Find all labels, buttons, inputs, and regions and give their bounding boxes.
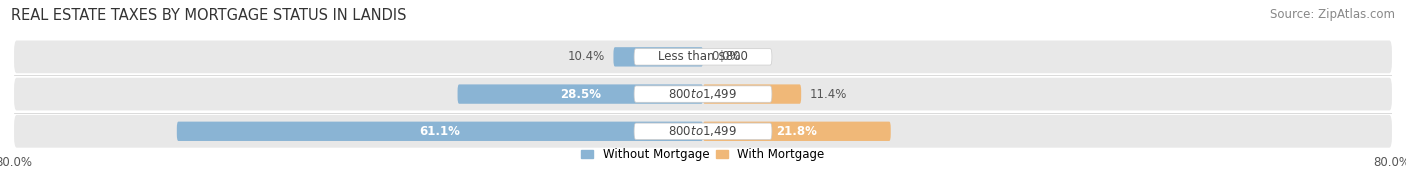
- Text: $800 to $1,499: $800 to $1,499: [668, 87, 738, 101]
- FancyBboxPatch shape: [177, 122, 703, 141]
- FancyBboxPatch shape: [613, 47, 703, 66]
- Text: 10.4%: 10.4%: [568, 50, 605, 63]
- Text: 28.5%: 28.5%: [560, 88, 600, 101]
- FancyBboxPatch shape: [457, 84, 703, 104]
- FancyBboxPatch shape: [14, 41, 1392, 73]
- FancyBboxPatch shape: [14, 78, 1392, 111]
- FancyBboxPatch shape: [703, 122, 891, 141]
- Text: 21.8%: 21.8%: [776, 125, 817, 138]
- FancyBboxPatch shape: [634, 86, 772, 102]
- Text: REAL ESTATE TAXES BY MORTGAGE STATUS IN LANDIS: REAL ESTATE TAXES BY MORTGAGE STATUS IN …: [11, 8, 406, 23]
- FancyBboxPatch shape: [634, 123, 772, 140]
- Text: Less than $800: Less than $800: [658, 50, 748, 63]
- Text: 11.4%: 11.4%: [810, 88, 848, 101]
- FancyBboxPatch shape: [14, 115, 1392, 148]
- FancyBboxPatch shape: [634, 49, 772, 65]
- FancyBboxPatch shape: [703, 84, 801, 104]
- Text: 61.1%: 61.1%: [419, 125, 460, 138]
- Text: Source: ZipAtlas.com: Source: ZipAtlas.com: [1270, 8, 1395, 21]
- Text: $800 to $1,499: $800 to $1,499: [668, 124, 738, 138]
- Legend: Without Mortgage, With Mortgage: Without Mortgage, With Mortgage: [581, 148, 825, 161]
- Text: 0.0%: 0.0%: [711, 50, 741, 63]
